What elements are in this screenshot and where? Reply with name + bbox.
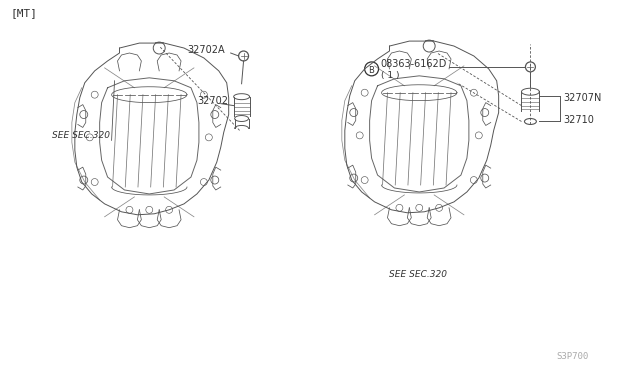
- Text: ( 1 ): ( 1 ): [381, 71, 399, 80]
- Text: S3P700: S3P700: [556, 352, 588, 361]
- Text: SEE SEC.320: SEE SEC.320: [52, 131, 110, 140]
- Text: [MT]: [MT]: [10, 8, 37, 18]
- Text: 32702A: 32702A: [187, 45, 225, 55]
- Text: SEE SEC.320: SEE SEC.320: [390, 270, 447, 279]
- Text: 08363-6162D: 08363-6162D: [381, 59, 447, 69]
- Text: 32707N: 32707N: [563, 93, 602, 103]
- Text: 32710: 32710: [563, 115, 594, 125]
- Text: B: B: [367, 66, 374, 75]
- Text: 32702: 32702: [197, 96, 228, 106]
